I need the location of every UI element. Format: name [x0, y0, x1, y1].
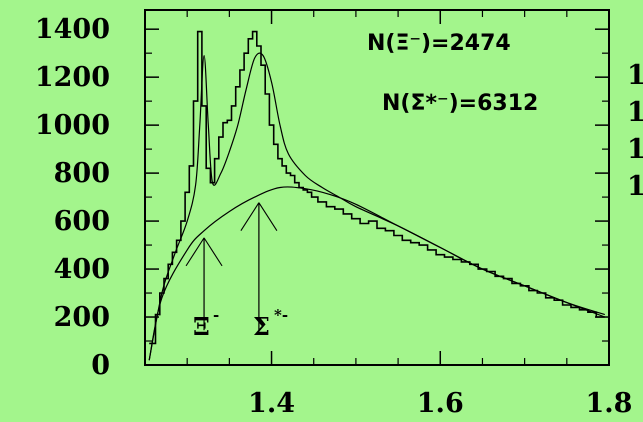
sigma-arrow-head-right [258, 202, 278, 231]
clipped-tick-2: 1 [627, 97, 643, 128]
xi-arrow-head-left [185, 237, 205, 267]
y-tick-label: 1000 [35, 110, 110, 141]
clipped-tick-4: 1 [627, 171, 643, 202]
plot-frame [144, 9, 610, 366]
y-tick-label: 1200 [35, 62, 110, 93]
right-clipped-ticks: 1 1 1 1 [627, 60, 643, 202]
fit-curve [148, 52, 606, 361]
clipped-tick-1: 1 [627, 60, 643, 91]
clipped-tick-3: 1 [627, 134, 643, 165]
background-curve [148, 186, 605, 361]
n-xi-annotation: N(Ξ⁻)=2474 [367, 31, 511, 56]
y-tick-label: 600 [54, 206, 110, 237]
data-histogram [149, 30, 605, 345]
y-tick-label: 0 [91, 350, 110, 381]
y-tick-label: 200 [54, 302, 110, 333]
x-tick-group: 1.4 1.6 1.8 [186, 10, 633, 419]
sigma-peak-label-sup: *- [274, 306, 288, 324]
plot-area: 0 200 400 600 800 1000 1200 1400 1.4 1.6 1.8 [35, 9, 633, 419]
x-tick-label: 1.4 [248, 388, 295, 418]
y-tick-label: 800 [54, 158, 110, 189]
xi-peak-label-sup: - [213, 306, 219, 324]
y-tick-group: 0 200 400 600 800 1000 1200 1400 [35, 14, 609, 381]
sigma-peak-label-base: Σ [253, 312, 270, 341]
xi-peak-label-base: Ξ [193, 312, 210, 341]
y-tick-label: 1400 [35, 14, 110, 45]
x-tick-label: 1.8 [586, 388, 633, 418]
n-sigma-annotation: N(Σ*⁻)=6312 [382, 91, 538, 116]
sigma-peak-label: Σ *- [253, 306, 288, 341]
xi-peak-label: Ξ - [193, 306, 219, 341]
x-tick-label: 1.6 [417, 388, 464, 418]
xi-arrow-head-right [203, 237, 223, 267]
peak-arrows [185, 202, 278, 331]
y-tick-label: 400 [54, 254, 110, 285]
sigma-arrow-head-left [240, 202, 260, 231]
